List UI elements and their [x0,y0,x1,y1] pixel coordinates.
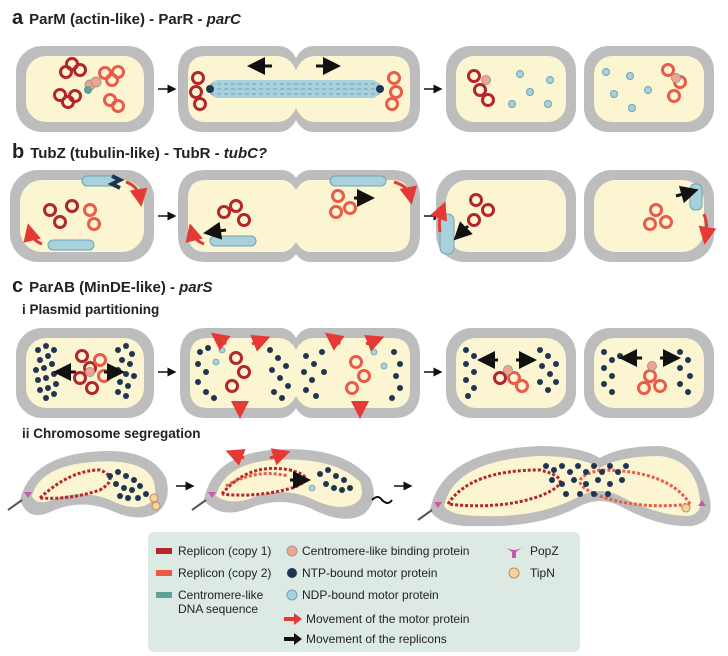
teal-bar [156,592,172,598]
cell-a4 [584,46,714,132]
cell-cii-3 [417,446,711,527]
navy-circle [287,568,297,578]
legend-label-replicon-copy1: Replicon (copy 1) [178,544,271,558]
subsection-ii-title: ii Chromosome segregation [22,426,201,441]
legend-label-ndp-motor: NDP-bound motor protein [302,588,439,602]
tipn-icon [508,567,520,579]
legend-label-popz: PopZ [530,544,559,558]
popz-icon [504,546,524,558]
section-a-letter: a [12,7,24,29]
section-a-header: a ParM (actin-like) - ParR - parC [12,7,242,29]
cell-cii-1 [7,451,168,518]
dark-red-bar [156,548,172,554]
parm-filament [210,80,380,98]
legend-label-motor-movement: Movement of the motor protein [306,612,469,626]
section-b-title: TubZ (tubulin-like) - TubR - [30,145,224,162]
section-c-header: c ParAB (MinDE-like) - parS i Plasmid par… [12,275,213,317]
legend-label-binding-protein: Centromere-like binding protein [302,544,469,558]
red-arrow-icon [284,613,302,625]
cell-b2 [178,170,420,262]
section-b-title-italic: tubC? [224,145,267,162]
legend-label-tipn: TipN [530,566,555,580]
cell-c1 [16,328,154,418]
cell-b1 [10,170,154,262]
cell-c4 [584,328,714,418]
cell-b4 [584,170,717,262]
cell-c2 [180,328,420,419]
black-arrow-icon [284,633,302,645]
legend-label-ntp-motor: NTP-bound motor protein [302,566,437,580]
legend-label-centromere-seq: Centromere-like [178,588,264,602]
section-c-title-italic: parS [178,279,212,296]
light-red-bar [156,570,172,576]
section-b-letter: b [12,141,24,163]
light-blue-circle [286,589,298,601]
legend-label-replicon-movement: Movement of the replicons [306,632,447,646]
legend-label-replicon-copy2: Replicon (copy 2) [178,566,271,580]
section-a-title: ParM (actin-like) - ParR - [29,11,207,28]
cell-c3 [446,328,576,418]
cell-a3 [446,46,576,132]
subsection-i-title: i Plasmid partitioning [22,302,159,317]
cell-a2 [178,46,420,132]
section-c-title: ParAB (MinDE-like) - [29,279,179,296]
section-c-letter: c [12,275,23,297]
legend: Replicon (copy 1) Replicon (copy 2) Cent… [148,532,580,652]
section-a-title-italic: parC [206,11,242,28]
plasmid-cluster [53,57,125,113]
legend-label-centromere-seq-2: DNA sequence [178,602,258,616]
section-b-header: b TubZ (tubulin-like) - TubR - tubC? [12,141,267,163]
cell-a1 [16,46,154,132]
cell-b3 [430,170,576,262]
pink-circle [286,545,298,557]
cell-cii-2 [191,448,393,519]
